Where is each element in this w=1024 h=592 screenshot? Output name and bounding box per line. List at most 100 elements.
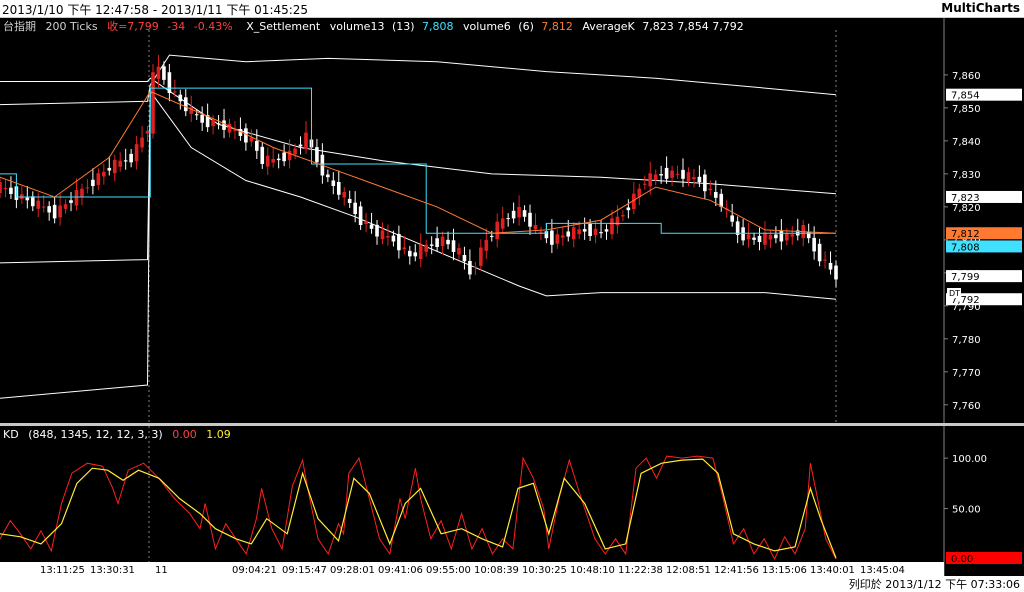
candle-body (293, 148, 297, 155)
price-tick-label: 7,820 (952, 203, 981, 214)
candle-body (364, 221, 368, 225)
candle-body (418, 244, 423, 259)
candles (0, 55, 838, 288)
candle-body (80, 188, 84, 197)
candle-body (484, 239, 489, 251)
legend-study2: volume13 (330, 20, 385, 33)
candle-body (533, 225, 538, 230)
candle-body (653, 174, 658, 181)
candle-body (336, 182, 341, 195)
candle-body (41, 206, 46, 208)
candle-body (539, 231, 543, 233)
time-axis-label: 13:30:31 (90, 565, 135, 576)
candle-body (107, 167, 112, 171)
candle-body (637, 188, 642, 197)
candle-body (129, 153, 133, 163)
candle-body (610, 218, 614, 235)
price-marker-box (946, 293, 1022, 306)
candle-body (30, 196, 35, 207)
legend-change: -34 (167, 20, 185, 33)
price-markers: 7,854 7,823 7,812 7,808 7,799 7,792 (946, 88, 1022, 306)
candle-body (69, 200, 73, 203)
candle-body (244, 128, 248, 143)
pane-divider[interactable] (0, 423, 1024, 426)
candle-body (785, 233, 789, 241)
candle-body (47, 206, 51, 213)
price-pane[interactable] (0, 18, 944, 423)
time-axis-label: 13:11:25 (40, 565, 85, 576)
candle-body (522, 210, 527, 217)
candle-body (506, 218, 510, 220)
candle-body (621, 215, 625, 217)
candle-body (134, 144, 139, 162)
candle-body (713, 192, 718, 198)
candle-body (451, 240, 456, 252)
candle-body (189, 107, 194, 114)
candle-body (375, 224, 379, 237)
candle-body (408, 250, 412, 257)
candle-body (828, 262, 833, 270)
legend-interval: 200 Ticks (46, 20, 98, 33)
candle-body (462, 255, 467, 262)
kd-pane[interactable] (0, 426, 944, 576)
candle-body (577, 229, 581, 235)
candle-body (642, 183, 647, 185)
legend-study2-param: (13) (392, 20, 415, 33)
candle-body (648, 173, 653, 187)
candle-body (834, 265, 838, 280)
candle-body (91, 179, 95, 187)
bollinger-upper-line (0, 54, 837, 106)
candle-body (112, 159, 117, 174)
chart-area[interactable]: 台指期 200 Ticks 收=7,799 -34 -0.43% X_Settl… (0, 18, 1024, 576)
legend-study1: X_Settlement (246, 20, 321, 33)
price-tick-label: 7,790 (952, 302, 981, 313)
price-tick-label: 7,850 (952, 104, 981, 115)
candle-body (315, 147, 319, 163)
dt-tag (947, 288, 961, 298)
candle-body (719, 193, 724, 207)
candle-body (763, 232, 767, 245)
price-marker-box (946, 190, 1022, 203)
candle-body (817, 243, 822, 262)
price-tick-label: 7,840 (952, 137, 981, 148)
time-axis-label: 09:15:47 (282, 565, 327, 576)
price-tick-label: 7,860 (952, 71, 981, 82)
candle-body (102, 171, 106, 177)
candle-body (386, 235, 390, 238)
candle-body (151, 72, 155, 134)
price-tick-label: 7,830 (952, 170, 981, 181)
time-axis-label: 10:30:25 (522, 565, 567, 576)
time-axis-label: 09:04:21 (232, 565, 277, 576)
app-brand: MultiCharts (941, 1, 1020, 15)
bollinger-outer-line (0, 88, 151, 399)
candle-body (194, 114, 199, 116)
kd-last-marker-box (946, 552, 1022, 564)
footer: 列印於 2013/1/12 下午 07:33:06 (0, 576, 1024, 591)
candle-body (63, 204, 68, 209)
kd-legend-params: (848, 1345, 12, 12, 3, 3) (28, 428, 163, 441)
candle-body (615, 216, 620, 226)
price-marker-label: 7,799 (951, 272, 980, 283)
candle-body (205, 115, 210, 128)
candle-body (227, 123, 232, 133)
candle-body (162, 66, 166, 80)
candle-body (500, 218, 505, 229)
candle-body (560, 235, 565, 238)
candle-body (681, 169, 685, 179)
candle-body (495, 221, 500, 240)
candle-body (440, 236, 445, 247)
legend-symbol: 台指期 (3, 19, 36, 33)
candle-body (468, 260, 472, 275)
candle-body (473, 266, 478, 268)
candle-body (331, 180, 336, 186)
candle-body (304, 132, 308, 150)
candle-body (664, 167, 669, 179)
time-axis-label: 12:41:56 (714, 565, 759, 576)
candle-body (397, 233, 401, 251)
time-axis-label: 13:45:04 (860, 565, 905, 576)
legend-last: 收=7,799 (107, 19, 159, 33)
time-axis-label: 09:41:06 (378, 565, 423, 576)
average-k-line (0, 90, 837, 234)
candle-body (216, 123, 221, 125)
candle-body (550, 230, 554, 245)
